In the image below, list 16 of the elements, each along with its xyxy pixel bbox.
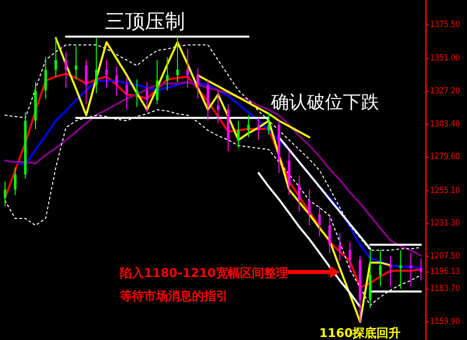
annotation: 1160探底回升 bbox=[319, 326, 401, 340]
y-tick-label: 1279.60 bbox=[430, 152, 466, 162]
y-tick-label: 1255.10 bbox=[430, 186, 466, 196]
y-tick-label: 1303.40 bbox=[430, 119, 466, 130]
y-tick-label: 1375.50 bbox=[430, 20, 466, 30]
y-tick-label: 1196.13 bbox=[430, 267, 466, 278]
annotation: 确认破位下跌 bbox=[270, 92, 379, 113]
y-tick-label: 1183.70 bbox=[430, 284, 466, 294]
annotation: 陷入1180-1210宽幅区间整理 bbox=[120, 266, 288, 280]
y-tick-label: 1159.90 bbox=[430, 316, 466, 327]
y-tick-label: 1327.20 bbox=[430, 86, 466, 96]
annotation: 等待市场消息的指引 bbox=[119, 289, 228, 303]
y-tick-label: 1207.50 bbox=[430, 251, 466, 262]
annotation: 三顶压制 bbox=[105, 9, 185, 33]
y-tick-label: 1231.30 bbox=[430, 218, 466, 229]
y-tick-label: 1351.00 bbox=[430, 54, 466, 64]
